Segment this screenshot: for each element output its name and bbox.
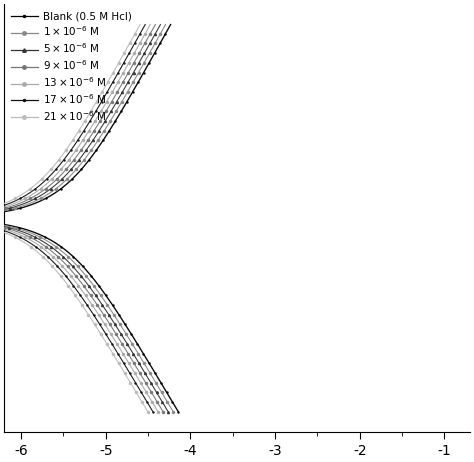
Legend: Blank (0.5 M Hcl), $1 \times 10^{-6}$ M, $5 \times 10^{-6}$ M, $9 \times 10^{-6}: Blank (0.5 M Hcl), $1 \times 10^{-6}$ M,… — [9, 9, 134, 125]
